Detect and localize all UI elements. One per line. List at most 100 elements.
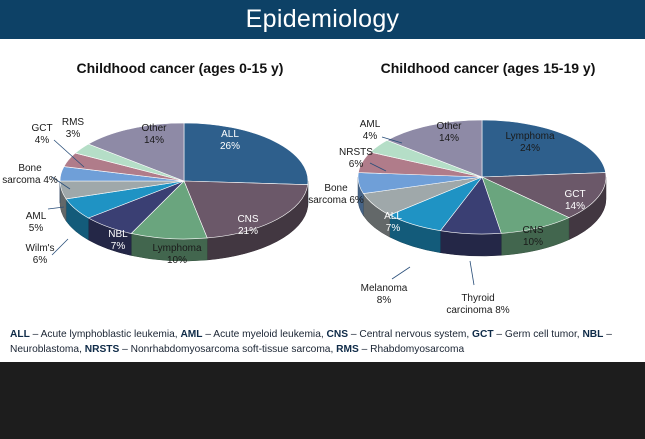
footnote-abbr: AML xyxy=(180,329,203,340)
slice-leader-line xyxy=(369,162,387,172)
slice-label: ALL 26% xyxy=(220,129,240,152)
slice-label: Thyroid carcinoma 8% xyxy=(446,293,509,316)
slice-label: Bone sarcoma 6% xyxy=(308,183,364,206)
slice-label-value: 24% xyxy=(520,143,540,154)
slice-label-name: AML xyxy=(26,211,47,222)
pie-slice-side xyxy=(440,230,502,257)
slice-leader-line xyxy=(51,238,69,256)
slice-label-value: 8% xyxy=(377,295,392,306)
chart-title: Childhood cancer (ages 0-15 y) xyxy=(77,60,284,76)
pie-chart-ages-0-15: Childhood cancer (ages 0-15 y)ALL 26%CNS 2… xyxy=(2,60,309,266)
slice-label: CNS 21% xyxy=(237,214,258,237)
slice-label-value: 10% xyxy=(523,237,543,248)
footnote-abbr: ALL xyxy=(10,329,30,340)
slice-label: RMS 3% xyxy=(62,117,85,140)
slice-label-name: CNS xyxy=(237,214,258,225)
pie-slice xyxy=(386,119,483,178)
slice-label-value: 7% xyxy=(386,223,401,234)
pie-charts: Childhood cancer (ages 0-15 y)ALL 26%CNS 2… xyxy=(2,60,607,316)
slice-label-name: Lymphoma xyxy=(152,243,202,254)
slice-label-name: Wilm's xyxy=(25,243,54,254)
pie-slice xyxy=(183,180,309,239)
slice-label: Lymphoma 10% xyxy=(152,243,202,266)
abbreviation-footnote: ALL – Acute lymphoblastic leukemia, AML … xyxy=(10,327,640,357)
slice-label-name: ALL xyxy=(384,211,402,222)
slice-label: CNS 10% xyxy=(522,225,543,248)
slice-label-value: 14% xyxy=(439,133,459,144)
slice-label-name: Other xyxy=(141,123,167,134)
footnote-abbr: RMS xyxy=(336,344,359,355)
slice-label: ALL 7% xyxy=(384,211,402,234)
footnote-definition: – Neuroblastoma, xyxy=(10,329,612,355)
slice-leader-line xyxy=(469,260,475,286)
slice-label-name: GCT xyxy=(31,123,52,134)
slice-label-name: Lymphoma xyxy=(505,131,555,142)
slice-leader-line xyxy=(47,206,65,210)
slice-label-name: Thyroid xyxy=(461,293,494,304)
footnote-abbr: CNS xyxy=(326,329,349,340)
slice-label-name-cont: sarcoma xyxy=(308,195,349,206)
slice-label: Bone sarcoma 4% xyxy=(2,163,58,186)
footnote-definition: – Germ cell tumor, xyxy=(493,329,583,340)
slice-label-name: NRSTS xyxy=(339,147,373,158)
slice-label-name: ALL xyxy=(221,129,239,140)
pie-slice xyxy=(481,176,570,234)
footnote-definition: – Rhabdomyosarcoma xyxy=(358,344,465,355)
footnote-definition: – Central nervous system, xyxy=(348,329,473,340)
slice-label-value: 6% xyxy=(349,195,364,206)
slice-label-name: Melanoma xyxy=(361,283,408,294)
slice-leader-line xyxy=(391,266,411,280)
footnote-abbr: NRSTS xyxy=(84,344,120,355)
pie-chart-ages-15-19: Childhood cancer (ages 15-19 y) Lymphoma 2… xyxy=(308,60,607,316)
footnote-definition: – Acute lymphoblastic leukemia, xyxy=(29,329,181,340)
slice-label: NBL 7% xyxy=(108,229,128,252)
slice-label-value: 6% xyxy=(349,159,364,170)
slice-label: GCT 14% xyxy=(564,189,585,212)
slice-label-name: Bone xyxy=(18,163,42,174)
slice-label: NRSTS 6% xyxy=(339,147,373,170)
slice-label-name: Other xyxy=(436,121,462,132)
footnote-definition: – Acute myeloid leukemia, xyxy=(202,329,327,340)
bottom-bar xyxy=(0,362,645,439)
slice-leader-line xyxy=(381,136,403,144)
slice-label: Other 14% xyxy=(436,121,462,144)
footnote-definition: – Nonrhabdomyosarcoma soft-tissue sarcom… xyxy=(119,344,337,355)
slide-title: Epidemiology xyxy=(245,5,400,33)
slice-label-value: 10% xyxy=(167,255,187,266)
chart-title: Childhood cancer (ages 15-19 y) xyxy=(381,60,596,76)
slice-label-value: 26% xyxy=(220,141,240,152)
slice-label: Lymphoma 24% xyxy=(505,131,555,154)
slice-label-name: AML xyxy=(360,119,381,130)
slice-label-value: 7% xyxy=(111,241,126,252)
slice-leader-line xyxy=(51,176,71,190)
slice-label-value: 14% xyxy=(565,201,585,212)
slice-label-value: 21% xyxy=(238,226,258,237)
slice-label: GCT 4% xyxy=(31,123,52,146)
slice-label-name-cont: carcinoma xyxy=(446,305,495,316)
pie-3d-sides xyxy=(59,180,309,262)
slice-label: Wilm's 6% xyxy=(25,243,54,266)
slice-label-name: Bone xyxy=(324,183,348,194)
footnote-abbr: GCT xyxy=(472,329,494,340)
slice-leader-line xyxy=(53,139,85,168)
slice-label-value: 4% xyxy=(363,131,378,142)
slice-label-name-cont: sarcoma xyxy=(2,175,43,186)
slice-label-value: 4% xyxy=(43,175,58,186)
slice-label-name: NBL xyxy=(108,229,128,240)
slice-label-value: 14% xyxy=(144,135,164,146)
slide-content: Childhood cancer (ages 0-15 y) ALL 26% CNS 2… xyxy=(0,39,645,362)
pie-slice xyxy=(130,180,208,240)
slice-label-value: 4% xyxy=(35,135,50,146)
footnote-abbr: NBL xyxy=(582,329,604,340)
slice-label: AML 5% xyxy=(26,211,47,234)
slice-label-value: 3% xyxy=(66,129,81,140)
slice-label-name: GCT xyxy=(564,189,585,200)
slice-label-name: CNS xyxy=(522,225,543,236)
pie-slice xyxy=(481,119,606,178)
pie-slice xyxy=(481,172,607,218)
pie-slice xyxy=(183,122,309,185)
slice-label-value: 8% xyxy=(495,305,510,316)
slice-label-value: 6% xyxy=(33,255,48,266)
slice-label: AML 4% xyxy=(360,119,381,142)
slide-header: Epidemiology xyxy=(0,0,645,39)
